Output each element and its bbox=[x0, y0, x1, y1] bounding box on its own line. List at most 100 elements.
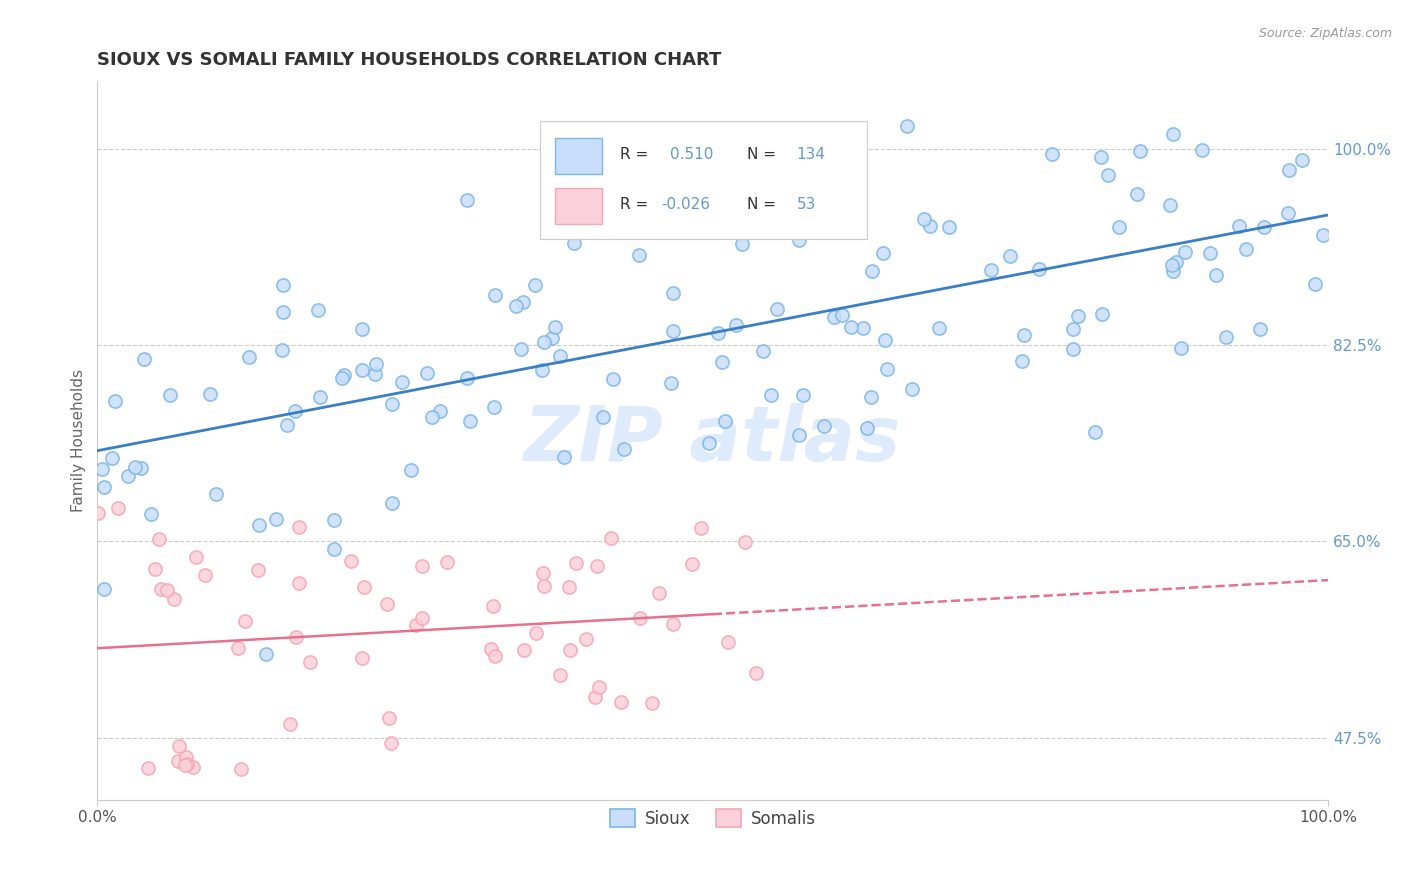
Point bbox=[107, 500, 129, 515]
Point bbox=[1126, 187, 1149, 202]
Point bbox=[1062, 342, 1084, 356]
Point bbox=[1159, 198, 1181, 212]
Point bbox=[560, 642, 582, 657]
Point bbox=[307, 302, 329, 317]
Point bbox=[364, 357, 387, 371]
Point bbox=[610, 695, 633, 709]
Point bbox=[1215, 330, 1237, 344]
Point bbox=[787, 428, 810, 442]
Point bbox=[839, 320, 862, 334]
Point bbox=[938, 220, 960, 235]
Point bbox=[718, 195, 741, 210]
Point bbox=[690, 521, 713, 535]
Point bbox=[238, 350, 260, 364]
Point bbox=[363, 367, 385, 381]
Point bbox=[1277, 206, 1299, 220]
Point bbox=[792, 388, 814, 402]
Point bbox=[1174, 245, 1197, 260]
Point bbox=[1253, 219, 1275, 234]
Point bbox=[1084, 425, 1107, 439]
Point bbox=[565, 557, 588, 571]
Point bbox=[484, 648, 506, 663]
Point bbox=[859, 390, 882, 404]
Point bbox=[585, 558, 607, 573]
Point bbox=[548, 668, 571, 682]
Point bbox=[592, 410, 614, 425]
Point bbox=[1067, 309, 1090, 323]
Point bbox=[411, 611, 433, 625]
Text: 134: 134 bbox=[796, 147, 825, 162]
Point bbox=[391, 375, 413, 389]
Point bbox=[1097, 168, 1119, 182]
Point bbox=[912, 212, 935, 227]
Point bbox=[1090, 150, 1112, 164]
Point bbox=[813, 219, 835, 233]
Point bbox=[553, 450, 575, 464]
Point bbox=[1129, 144, 1152, 158]
Point bbox=[928, 321, 950, 335]
Point bbox=[860, 264, 883, 278]
Point bbox=[482, 400, 505, 414]
Point bbox=[266, 512, 288, 526]
Text: SIOUX VS SOMALI FAMILY HOUSEHOLDS CORRELATION CHART: SIOUX VS SOMALI FAMILY HOUSEHOLDS CORREL… bbox=[97, 51, 721, 69]
Point bbox=[173, 758, 195, 772]
Point bbox=[980, 262, 1002, 277]
Point bbox=[731, 236, 754, 251]
Point bbox=[717, 219, 740, 233]
Point bbox=[1229, 219, 1251, 234]
Point bbox=[420, 410, 443, 425]
Point bbox=[278, 716, 301, 731]
Point bbox=[405, 618, 427, 632]
Point bbox=[1040, 147, 1063, 161]
Point bbox=[588, 680, 610, 694]
Point bbox=[481, 641, 503, 656]
Point bbox=[186, 549, 208, 564]
Point bbox=[176, 756, 198, 771]
Point bbox=[831, 308, 853, 322]
Point bbox=[205, 487, 228, 501]
Point bbox=[659, 376, 682, 390]
Point bbox=[246, 563, 269, 577]
Point bbox=[323, 513, 346, 527]
Y-axis label: Family Households: Family Households bbox=[72, 369, 86, 512]
Point bbox=[378, 711, 401, 725]
Text: 53: 53 bbox=[796, 197, 815, 212]
Point bbox=[353, 580, 375, 594]
Point bbox=[648, 586, 671, 600]
Point bbox=[254, 647, 277, 661]
Point bbox=[697, 435, 720, 450]
Point bbox=[557, 580, 579, 594]
Point bbox=[711, 355, 734, 369]
Point bbox=[766, 301, 789, 316]
Point bbox=[163, 591, 186, 606]
Point bbox=[93, 480, 115, 494]
Point bbox=[150, 582, 173, 597]
Point bbox=[510, 343, 533, 357]
Point bbox=[1011, 354, 1033, 368]
Point bbox=[134, 351, 156, 366]
Point bbox=[381, 397, 404, 411]
Point bbox=[271, 278, 294, 293]
Point bbox=[717, 635, 740, 649]
Legend: Sioux, Somalis: Sioux, Somalis bbox=[603, 803, 823, 834]
Point bbox=[1205, 268, 1227, 283]
Point bbox=[720, 175, 742, 189]
Point bbox=[436, 555, 458, 569]
Point bbox=[634, 219, 657, 234]
Point bbox=[531, 566, 554, 580]
Point bbox=[129, 461, 152, 475]
Point bbox=[198, 387, 221, 401]
Point bbox=[283, 404, 305, 418]
Point bbox=[707, 326, 730, 341]
Point bbox=[544, 320, 567, 334]
Point bbox=[813, 419, 835, 434]
Text: N =: N = bbox=[747, 147, 776, 162]
Bar bbox=[555, 138, 602, 174]
Point bbox=[330, 370, 353, 384]
Point bbox=[381, 495, 404, 509]
Point bbox=[681, 557, 703, 571]
Point bbox=[1028, 262, 1050, 277]
Point bbox=[298, 655, 321, 669]
Point bbox=[352, 362, 374, 376]
Point bbox=[602, 372, 624, 386]
